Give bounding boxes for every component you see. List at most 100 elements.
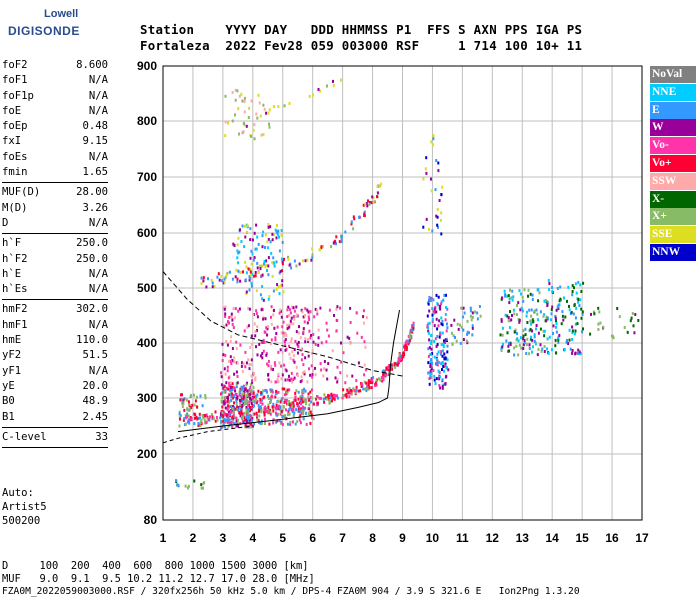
echo-point	[431, 313, 434, 317]
x-tick-label: 13	[516, 531, 530, 545]
echo-point	[193, 403, 196, 407]
echo-point	[239, 228, 241, 232]
echo-point	[271, 390, 274, 394]
trace-point	[205, 285, 208, 289]
echo-point	[266, 327, 269, 331]
echo-point	[310, 396, 313, 400]
echo-point	[227, 387, 230, 391]
echo-point	[308, 367, 310, 371]
trace-point	[306, 258, 309, 262]
echo-point	[518, 343, 521, 347]
echo-point	[307, 338, 309, 342]
echo-point	[288, 344, 291, 348]
param-name: foE	[2, 104, 22, 117]
trace-point	[398, 359, 401, 363]
echo-point	[265, 259, 268, 263]
echo-point	[532, 320, 535, 323]
echo-point	[550, 318, 552, 322]
echo-point	[307, 310, 310, 314]
echo-point	[285, 334, 288, 338]
echo-point	[471, 324, 474, 328]
echo-point	[225, 381, 228, 385]
echo-point	[311, 349, 314, 352]
trace-point	[193, 416, 196, 420]
echo-point	[230, 335, 233, 339]
echo-point	[269, 388, 272, 392]
echo-point	[253, 371, 256, 375]
echo-point	[274, 363, 277, 367]
trace-point	[278, 406, 281, 409]
echo-point	[302, 327, 305, 331]
trace-point	[242, 270, 244, 274]
trace-point	[231, 277, 234, 281]
trace-point	[348, 395, 351, 399]
echo-point	[240, 385, 243, 389]
trace-point	[382, 372, 385, 376]
trace-point	[350, 389, 352, 392]
echo-point	[237, 309, 240, 313]
echo-point	[230, 390, 232, 394]
trace-point	[288, 263, 291, 267]
echo-point	[270, 396, 273, 400]
echo-point	[573, 286, 575, 290]
echo-point	[430, 372, 433, 376]
trace-point	[390, 365, 393, 369]
echo-point	[183, 417, 186, 420]
echo-point	[247, 324, 250, 328]
trace-point	[380, 182, 383, 186]
param-name: yF2	[2, 349, 22, 362]
legend-entry-e: E	[650, 101, 696, 119]
echo-point	[543, 329, 546, 333]
echo-point	[334, 376, 337, 380]
trace-point	[315, 397, 318, 401]
echo-point	[443, 341, 446, 344]
echo-point	[224, 94, 227, 98]
echo-point	[280, 398, 283, 402]
echo-point	[250, 374, 253, 378]
echo-point	[297, 340, 300, 344]
echo-point	[427, 322, 430, 326]
echo-point	[301, 395, 304, 398]
trace-point	[311, 253, 314, 257]
echo-point	[238, 307, 241, 311]
trace-point	[220, 274, 223, 278]
echo-point	[187, 484, 190, 488]
echo-point	[261, 234, 264, 238]
trace-point	[254, 274, 257, 278]
echo-point	[540, 349, 543, 353]
echo-point	[281, 241, 284, 244]
echo-point	[249, 256, 252, 260]
param-value: 1.65	[82, 166, 108, 179]
echo-point	[500, 318, 503, 322]
echo-point	[427, 329, 430, 333]
echo-point	[528, 347, 531, 350]
trace-point	[330, 392, 333, 396]
echo-point	[450, 323, 453, 327]
echo-point	[243, 96, 246, 100]
trace-point	[201, 413, 204, 417]
trace-point	[288, 102, 291, 105]
echo-point	[241, 224, 244, 228]
echo-point	[437, 350, 440, 354]
trace-point	[283, 400, 286, 404]
echo-point	[290, 408, 293, 412]
echo-point	[238, 132, 241, 136]
echo-point	[506, 331, 509, 335]
echo-point	[547, 278, 550, 282]
echo-point	[249, 396, 252, 400]
echo-point	[554, 314, 557, 318]
echo-point	[182, 398, 185, 402]
echo-point	[269, 412, 272, 416]
echo-point	[289, 356, 292, 360]
trace-point	[372, 376, 375, 380]
echo-point	[263, 260, 266, 263]
echo-point	[304, 356, 307, 360]
trace-point	[239, 279, 242, 283]
echo-point	[256, 315, 259, 319]
trace-point	[236, 277, 239, 281]
param-value: N/A	[88, 89, 108, 102]
echo-point	[250, 284, 253, 288]
echo-point	[234, 275, 237, 279]
echo-point	[228, 381, 231, 385]
trace-point	[375, 379, 378, 383]
